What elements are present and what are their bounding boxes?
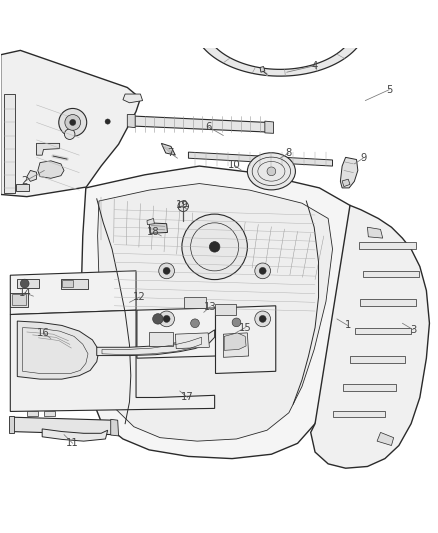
Polygon shape	[175, 333, 209, 349]
Polygon shape	[17, 321, 99, 379]
Polygon shape	[340, 157, 358, 188]
Polygon shape	[215, 306, 276, 374]
Polygon shape	[360, 299, 417, 306]
Polygon shape	[27, 171, 36, 181]
Polygon shape	[11, 310, 215, 411]
Polygon shape	[161, 143, 175, 155]
Text: 18: 18	[147, 227, 160, 237]
Polygon shape	[215, 304, 237, 314]
Circle shape	[267, 167, 276, 176]
Polygon shape	[11, 417, 115, 434]
Polygon shape	[16, 183, 29, 191]
Polygon shape	[130, 116, 267, 132]
Polygon shape	[44, 410, 55, 416]
Text: 17: 17	[181, 392, 194, 402]
Ellipse shape	[247, 153, 295, 190]
Polygon shape	[359, 243, 417, 249]
Polygon shape	[4, 94, 14, 193]
Circle shape	[163, 268, 170, 274]
Polygon shape	[1, 51, 141, 197]
Polygon shape	[193, 26, 366, 76]
Circle shape	[255, 311, 271, 327]
Text: 19: 19	[176, 200, 188, 211]
Text: 13: 13	[204, 302, 216, 312]
Polygon shape	[62, 280, 73, 287]
Polygon shape	[81, 166, 359, 458]
Polygon shape	[111, 419, 119, 436]
Polygon shape	[149, 223, 167, 233]
Polygon shape	[363, 271, 419, 277]
Circle shape	[255, 263, 271, 279]
Circle shape	[59, 108, 87, 136]
Text: 6: 6	[205, 122, 211, 132]
Text: 1: 1	[345, 320, 351, 330]
Polygon shape	[223, 333, 249, 357]
Text: 14: 14	[18, 288, 31, 298]
Text: 7: 7	[167, 148, 173, 158]
Text: 5: 5	[386, 85, 392, 95]
Circle shape	[178, 201, 188, 212]
Polygon shape	[61, 279, 88, 289]
Circle shape	[105, 119, 110, 124]
Polygon shape	[367, 227, 383, 238]
Circle shape	[152, 313, 163, 324]
Text: 12: 12	[133, 292, 146, 302]
Polygon shape	[260, 67, 265, 72]
Polygon shape	[149, 332, 173, 346]
Text: 11: 11	[67, 438, 79, 448]
Circle shape	[159, 263, 174, 279]
Polygon shape	[377, 432, 394, 446]
Polygon shape	[97, 330, 215, 356]
Text: 8: 8	[286, 148, 292, 158]
Polygon shape	[265, 121, 274, 133]
Polygon shape	[98, 183, 332, 441]
Polygon shape	[27, 410, 38, 416]
Polygon shape	[137, 308, 215, 358]
Polygon shape	[343, 384, 396, 391]
Text: 15: 15	[239, 322, 251, 333]
Polygon shape	[12, 294, 26, 305]
Circle shape	[232, 318, 241, 327]
Polygon shape	[342, 179, 350, 187]
Polygon shape	[9, 416, 14, 433]
Circle shape	[65, 115, 81, 130]
Polygon shape	[38, 161, 64, 179]
Circle shape	[182, 214, 247, 280]
Polygon shape	[127, 115, 135, 128]
Polygon shape	[184, 297, 206, 308]
Text: 2: 2	[21, 176, 28, 187]
Polygon shape	[355, 328, 411, 334]
Polygon shape	[42, 429, 108, 441]
Polygon shape	[350, 356, 405, 362]
Circle shape	[191, 319, 199, 328]
Circle shape	[64, 129, 75, 140]
Text: 16: 16	[37, 328, 50, 338]
Text: 9: 9	[360, 153, 366, 163]
Circle shape	[209, 241, 220, 252]
Polygon shape	[332, 410, 385, 417]
Polygon shape	[11, 271, 136, 314]
Circle shape	[163, 316, 170, 322]
Polygon shape	[224, 333, 246, 350]
Polygon shape	[311, 205, 429, 468]
Circle shape	[159, 311, 174, 327]
Circle shape	[259, 268, 266, 274]
Polygon shape	[11, 293, 28, 306]
Circle shape	[20, 279, 29, 288]
Polygon shape	[17, 279, 39, 288]
Polygon shape	[36, 143, 60, 155]
Polygon shape	[188, 152, 332, 166]
Polygon shape	[147, 219, 154, 224]
Text: 10: 10	[228, 160, 240, 170]
Circle shape	[70, 119, 76, 125]
Circle shape	[259, 316, 266, 322]
Text: 4: 4	[312, 61, 318, 71]
Polygon shape	[123, 94, 143, 103]
Text: 3: 3	[410, 325, 417, 335]
